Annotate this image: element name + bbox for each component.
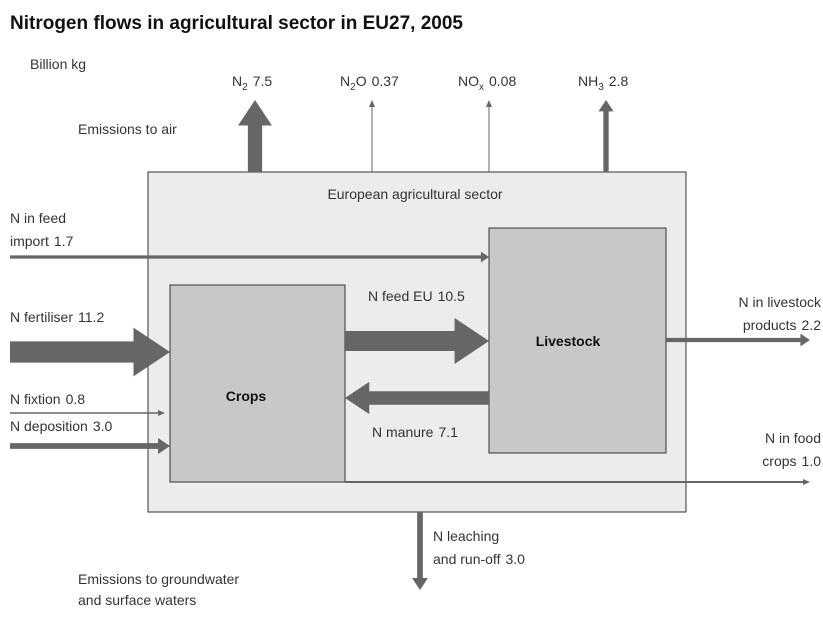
flow-label-text: N in food bbox=[765, 430, 821, 446]
flow-label: N in livestock bbox=[739, 294, 822, 310]
flow-label: N fixtion 0.8 bbox=[10, 391, 85, 407]
flow-label-text: N fixtion bbox=[10, 391, 61, 407]
flow-label: products 2.2 bbox=[743, 317, 821, 333]
crops-label: Crops bbox=[226, 388, 267, 404]
formula: NH bbox=[578, 73, 598, 89]
flow-arrow bbox=[10, 438, 170, 454]
flow-label-text: and run-off bbox=[433, 551, 501, 567]
flow-label-text: import bbox=[10, 233, 49, 249]
flow-value: 7.1 bbox=[438, 424, 458, 440]
emission-label: N2O 0.37 bbox=[340, 73, 399, 93]
flow-label: N deposition 3.0 bbox=[10, 418, 113, 434]
air-label: Emissions to air bbox=[78, 121, 177, 137]
flow-label-text: N manure bbox=[372, 424, 434, 440]
flow-label: N leaching bbox=[433, 528, 499, 544]
flow-label: N fertiliser 11.2 bbox=[10, 309, 104, 325]
title: Nitrogen flows in agricultural sector in… bbox=[10, 13, 463, 34]
flow-value: 0.08 bbox=[489, 73, 516, 89]
flow-label: import 1.7 bbox=[10, 233, 74, 249]
formula-sub: 3 bbox=[598, 82, 604, 93]
flow-arrow bbox=[486, 100, 492, 172]
emission-label: NH3 2.8 bbox=[578, 73, 628, 93]
flow-label-text: N leaching bbox=[433, 528, 499, 544]
flow-arrow bbox=[598, 100, 614, 172]
flow-arrow bbox=[345, 479, 810, 485]
flow-value: 0.37 bbox=[372, 73, 399, 89]
flow-value: 1.7 bbox=[54, 233, 74, 249]
formula: NO bbox=[458, 73, 479, 89]
sector-label: European agricultural sector bbox=[327, 186, 502, 202]
flow-label-text: N in livestock bbox=[739, 294, 822, 310]
flow-label: N feed EU 10.5 bbox=[368, 288, 465, 304]
flow-label-text: N feed EU bbox=[368, 288, 433, 304]
flow-label: and run-off 3.0 bbox=[433, 551, 525, 567]
flow-arrow bbox=[238, 100, 272, 172]
flow-value: 7.5 bbox=[253, 73, 273, 89]
formula-sub: x bbox=[479, 82, 484, 93]
flow-value: 1.0 bbox=[802, 453, 822, 469]
livestock-box bbox=[488, 227, 667, 454]
flow-value: 2.8 bbox=[609, 73, 629, 89]
flow-label: crops 1.0 bbox=[762, 453, 821, 469]
formula-sub: 2 bbox=[350, 82, 356, 93]
emission-label: N2 7.5 bbox=[232, 73, 272, 93]
flow-arrow bbox=[345, 318, 489, 364]
flow-arrow bbox=[369, 100, 375, 172]
flow-label-text: N in feed bbox=[10, 210, 66, 226]
livestock-label: Livestock bbox=[536, 333, 601, 349]
flow-arrow bbox=[10, 251, 489, 263]
flow-label: N in food bbox=[765, 430, 821, 446]
flow-arrow bbox=[345, 381, 489, 415]
water-label: and surface waters bbox=[78, 592, 196, 608]
flow-label-text: crops bbox=[762, 453, 796, 469]
flow-value: 3.0 bbox=[505, 551, 525, 567]
flow-label-text: N fertiliser bbox=[10, 309, 73, 325]
crops-box bbox=[169, 284, 346, 483]
formula: N bbox=[232, 73, 242, 89]
formula: O bbox=[356, 73, 367, 89]
unit: Billion kg bbox=[30, 56, 86, 72]
flow-label-text: products bbox=[743, 317, 797, 333]
flow-label: N manure 7.1 bbox=[372, 424, 458, 440]
water-label: Emissions to groundwater bbox=[78, 571, 239, 587]
flow-arrow bbox=[666, 333, 810, 347]
flow-value: 10.5 bbox=[438, 288, 465, 304]
emission-label: NOx 0.08 bbox=[458, 73, 516, 93]
flow-label: N in feed bbox=[10, 210, 66, 226]
flow-arrow bbox=[10, 327, 170, 377]
formula: N bbox=[340, 73, 350, 89]
flow-value: 11.2 bbox=[78, 309, 104, 325]
flow-value: 2.2 bbox=[802, 317, 822, 333]
flow-arrow bbox=[412, 512, 428, 590]
flow-value: 0.8 bbox=[66, 391, 86, 407]
formula-sub: 2 bbox=[242, 82, 248, 93]
flow-arrow bbox=[10, 410, 165, 416]
flow-label-text: N deposition bbox=[10, 418, 88, 434]
flow-value: 3.0 bbox=[93, 418, 113, 434]
